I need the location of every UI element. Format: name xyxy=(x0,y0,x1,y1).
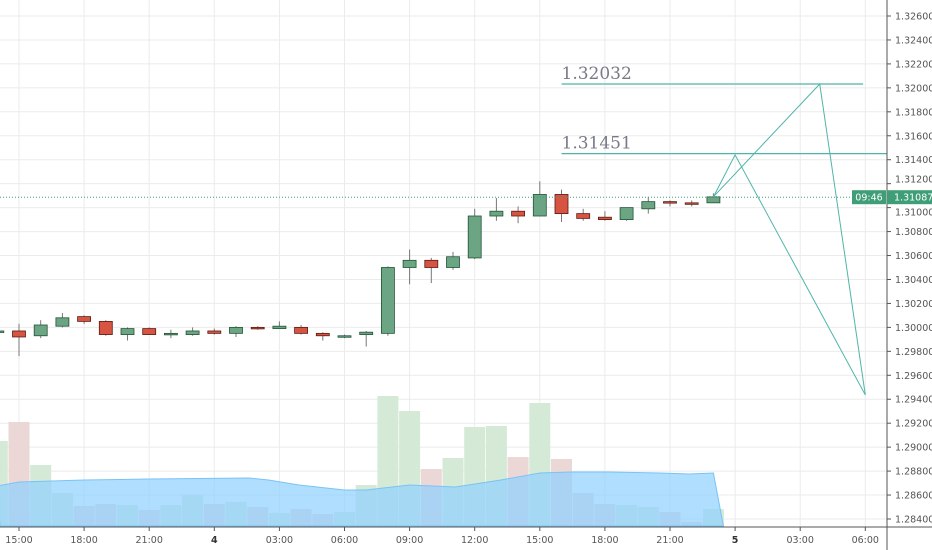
candle-down xyxy=(554,194,569,215)
candle-up xyxy=(272,325,287,329)
volume-bar xyxy=(0,441,8,526)
x-tick-label: 15:00 xyxy=(5,535,32,546)
y-tick-label: 1.32400 xyxy=(895,35,932,46)
y-tick-label: 1.29800 xyxy=(895,347,932,358)
price-badges: 1.31087 09:46 xyxy=(852,190,932,205)
y-tick-label: 1.31400 xyxy=(895,155,932,166)
y-tick-label: 1.30800 xyxy=(895,227,932,238)
time-axis[interactable]: 15:00 18:00 21:00 4 03:00 06:00 09:00 12:00 15:0… xyxy=(5,527,879,546)
x-tick-label: 18:00 xyxy=(591,535,618,546)
x-tick-label: 03:00 xyxy=(787,535,814,546)
level-label: 1.32032 xyxy=(562,64,632,84)
candle-up xyxy=(55,317,70,327)
candle-down xyxy=(12,330,26,338)
x-tick-label: 03:00 xyxy=(266,535,293,546)
x-tick-label: 5 xyxy=(732,535,739,546)
candle-down xyxy=(207,330,222,334)
candle-up xyxy=(489,210,504,217)
y-tick-label: 1.31600 xyxy=(895,131,932,142)
current-price-label: 1.31087 xyxy=(894,193,932,204)
candle-up xyxy=(641,201,656,210)
y-tick-label: 1.31200 xyxy=(895,175,932,186)
x-tick-label: 18:00 xyxy=(70,535,97,546)
x-tick-label: 15:00 xyxy=(526,535,553,546)
y-tick-label: 1.29000 xyxy=(895,443,932,454)
x-tick-label: 12:00 xyxy=(461,535,488,546)
price-axis[interactable]: 1.32600 1.32400 1.32200 1.32000 1.31800 1.316… xyxy=(887,12,932,526)
candle-up xyxy=(532,194,547,217)
candle-up xyxy=(163,332,178,336)
y-tick-label: 1.30000 xyxy=(895,323,932,334)
x-tick-label: 09:00 xyxy=(396,535,423,546)
projection-path xyxy=(713,82,866,395)
current-price-badge xyxy=(887,190,932,205)
candle-up xyxy=(706,196,721,204)
y-tick-label: 1.29400 xyxy=(895,395,932,406)
level-label: 1.31451 xyxy=(562,134,632,154)
countdown-badge xyxy=(852,190,886,205)
candle-down xyxy=(424,259,439,268)
candle-up xyxy=(467,215,482,259)
y-tick-label: 1.32200 xyxy=(895,59,932,70)
candle-down xyxy=(576,213,591,219)
volume-ma-area xyxy=(0,471,725,527)
candles xyxy=(0,181,721,357)
y-tick-label: 1.31800 xyxy=(895,107,932,118)
projection-path xyxy=(712,153,866,396)
candle-down xyxy=(663,201,677,204)
candle-up xyxy=(185,330,200,335)
candle-down xyxy=(250,326,265,330)
y-tick-label: 1.29600 xyxy=(895,371,932,382)
x-tick-label: 06:00 xyxy=(852,535,879,546)
y-tick-label: 1.30200 xyxy=(895,299,932,310)
candle-up xyxy=(446,256,460,268)
candle-up xyxy=(33,324,48,337)
drawings[interactable]: 1.32032 1.31451 xyxy=(561,64,890,396)
candle-up xyxy=(120,328,135,335)
candle-down xyxy=(142,328,157,335)
candle-up xyxy=(337,335,352,338)
countdown-label: 09:46 xyxy=(855,193,882,204)
candle-up xyxy=(229,326,243,334)
x-tick-label: 21:00 xyxy=(136,535,163,546)
grid xyxy=(0,0,887,527)
y-tick-label: 1.29200 xyxy=(895,419,932,430)
x-tick-label: 4 xyxy=(211,535,218,546)
y-tick-label: 1.28600 xyxy=(895,491,932,502)
candle-down xyxy=(294,326,309,334)
y-tick-label: 1.28400 xyxy=(895,515,932,526)
candle-down xyxy=(77,316,91,322)
x-tick-label: 21:00 xyxy=(656,535,683,546)
candle-down xyxy=(598,216,612,220)
candle-down xyxy=(315,332,330,337)
price-axis-bg[interactable] xyxy=(887,0,932,550)
candle-up xyxy=(359,331,374,335)
candle-up xyxy=(380,267,395,334)
candle-down xyxy=(684,202,699,205)
y-tick-label: 1.31000 xyxy=(895,208,932,219)
y-tick-label: 1.30400 xyxy=(895,275,932,286)
candle-up xyxy=(402,259,417,268)
y-tick-label: 1.30600 xyxy=(895,251,932,262)
candle-down xyxy=(511,210,526,217)
candle-up xyxy=(619,207,634,220)
x-tick-label: 06:00 xyxy=(331,535,358,546)
candle-up xyxy=(0,330,5,333)
y-tick-label: 1.32000 xyxy=(895,83,932,94)
y-tick-label: 1.28800 xyxy=(895,467,932,478)
y-tick-label: 1.32600 xyxy=(895,12,932,23)
candle-down xyxy=(98,320,113,335)
